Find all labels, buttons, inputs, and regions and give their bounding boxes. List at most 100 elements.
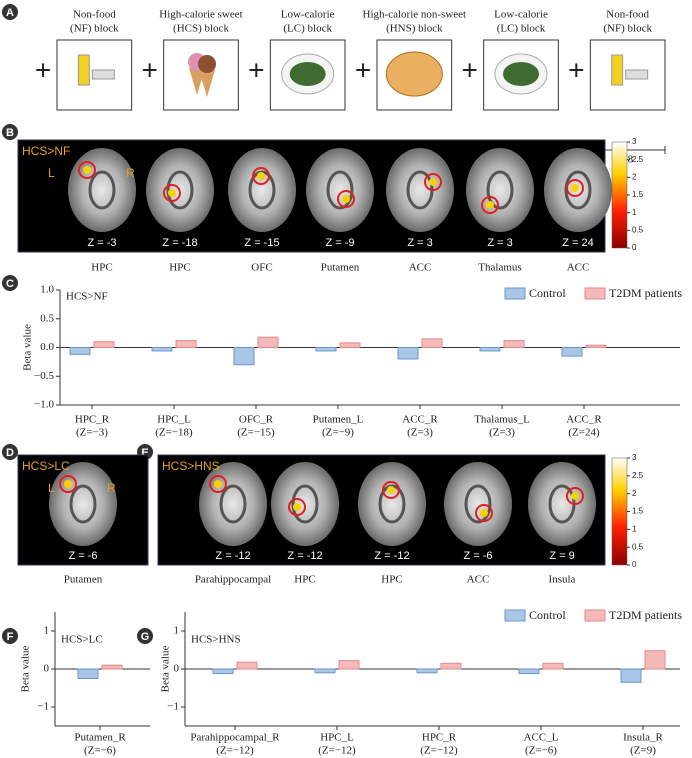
panel-badge (2, 4, 18, 20)
activation (480, 509, 488, 517)
roi-circle (163, 184, 181, 202)
x-tick-label: ACC_R (402, 414, 438, 426)
activation (486, 201, 494, 209)
side-label: R (107, 481, 116, 495)
chips-icon (385, 51, 443, 97)
x-tick-label: ACC_R (566, 414, 602, 426)
y-tick-label: 0 (44, 663, 50, 675)
y-tick-label: −1 (167, 701, 179, 713)
bar (101, 664, 123, 670)
panel-label: D (6, 447, 14, 459)
y-axis-label: Beta value (160, 646, 172, 693)
colorbar-tick-label: 2.5 (632, 155, 644, 164)
region-label: OFC (251, 262, 272, 274)
legend-swatch (504, 609, 526, 622)
x-tick-label: HPC_L (320, 732, 354, 744)
region-label: Putamen (64, 574, 103, 586)
bar (236, 661, 258, 670)
legend-label: T2DM patients (609, 608, 682, 622)
region-label: HPC (91, 262, 112, 274)
roi-circle (481, 196, 499, 214)
roi-circle (475, 504, 493, 522)
block-label: High-calorie sweet (159, 9, 242, 21)
x-tick-sublabel: (Z=3) (407, 427, 433, 439)
slice-z: Z = 3 (407, 237, 432, 249)
slice-z: Z = -18 (162, 237, 197, 249)
bar (542, 662, 564, 670)
colorbar-tick-label: 1 (632, 524, 637, 533)
y-tick-label: 1 (174, 625, 180, 637)
y-tick-label: −1 (37, 701, 49, 713)
block-label: (HNS) block (386, 23, 443, 35)
block-label: (NF) block (70, 23, 119, 35)
panel-label: F (7, 631, 14, 643)
x-tick-label: ACC_L (524, 732, 559, 744)
y-tick-label: 1.0 (40, 284, 54, 296)
y-tick-label: 1 (44, 625, 50, 637)
legend-label: Control (529, 608, 566, 622)
colorbar-tick-label: 2.5 (632, 471, 644, 480)
brain-slice (228, 148, 296, 232)
roi-circle (566, 487, 584, 505)
chart-title: HCS>LC (61, 634, 103, 646)
bar (416, 668, 438, 674)
colorbar-tick-label: 3 (632, 137, 637, 146)
activation (83, 166, 91, 174)
slice-z: Z = -6 (68, 550, 97, 562)
fixation-cross: + (35, 54, 51, 85)
x-tick-label: OFC_R (239, 414, 274, 426)
brain-detail (326, 170, 354, 210)
block-label: Non-food (606, 9, 649, 21)
region-label: HPC (294, 574, 315, 586)
brain-slice (386, 148, 454, 232)
brain-slice (49, 462, 117, 546)
bar (644, 650, 666, 670)
greens-icon (289, 62, 326, 86)
brain-slice (68, 148, 136, 232)
slice-z: Z = -3 (87, 237, 116, 249)
colorbar-tick-label: 2 (632, 172, 637, 181)
legend-swatch (504, 287, 526, 300)
brain-detail (378, 484, 406, 524)
block-label: Non-food (73, 9, 116, 21)
bar (620, 668, 642, 683)
bar (233, 347, 255, 366)
colorbar-tick-label: 3 (632, 453, 637, 462)
brain-detail (248, 170, 276, 210)
roi-circle (59, 475, 77, 493)
panel-label: B (6, 127, 14, 139)
fixation-cross: + (461, 54, 477, 85)
bar (397, 347, 419, 360)
brain-slice (466, 148, 534, 232)
brain-detail (486, 170, 514, 210)
activation (168, 189, 176, 197)
colorbar-tick-label: 1.5 (632, 507, 644, 516)
fixation-cross: + (248, 54, 264, 85)
bar (151, 347, 173, 352)
brain-slice (528, 462, 596, 546)
y-axis-label: Beta value (22, 324, 34, 371)
slice-z: Z = -12 (215, 550, 250, 562)
x-tick-sublabel: (Z=−12) (318, 745, 356, 757)
x-tick-sublabel: (Z=−18) (155, 427, 193, 439)
brain-slice (444, 462, 512, 546)
slice-z: Z = 3 (487, 237, 512, 249)
battery-icon (625, 69, 649, 80)
panel-badge (2, 124, 18, 140)
side-label: L (48, 481, 55, 495)
battery-icon (611, 54, 624, 86)
colorbar-tick-label: 1.5 (632, 190, 644, 199)
x-tick-sublabel: (Z=3) (489, 427, 515, 439)
bar (339, 342, 361, 348)
slice-z: Z = -6 (463, 550, 492, 562)
y-tick-label: −0.5 (34, 370, 54, 382)
panel-badge (2, 628, 18, 644)
bar (257, 336, 279, 348)
colorbar-tick-label: 0.5 (632, 542, 644, 551)
bar (315, 347, 337, 352)
greens-icon (503, 62, 539, 86)
x-tick-label: Parahippocampal_R (190, 732, 280, 744)
roi-circle (252, 167, 270, 185)
bar (69, 347, 91, 355)
panel-label: A (6, 7, 14, 19)
